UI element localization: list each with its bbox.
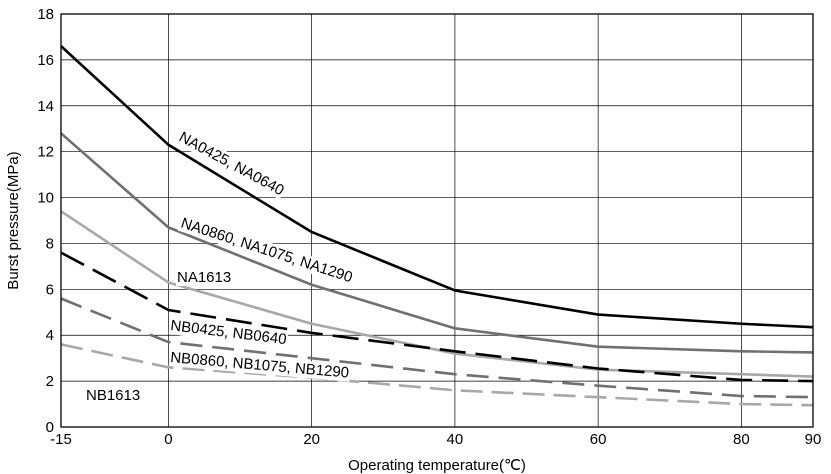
y-tick-label: 18 (37, 6, 54, 23)
series-line-5 (60, 297, 814, 399)
series-line-3 (60, 210, 814, 378)
x-tick-label: 0 (164, 431, 172, 448)
series-label-bg (176, 269, 233, 286)
plot-frame (60, 13, 814, 428)
x-tick-label: 20 (303, 431, 320, 448)
series-label-bg (168, 348, 351, 382)
series-label-6: NB1613 (86, 387, 140, 404)
series-label-3: NA1613 (177, 269, 231, 286)
series-line-1 (60, 45, 814, 329)
y-tick-label: 4 (46, 327, 54, 344)
series-lines (60, 45, 814, 407)
series-label-1: NA0425, NA0640 (176, 129, 287, 200)
y-tick-label: 8 (46, 235, 54, 252)
series-label-bg (177, 214, 356, 287)
y-tick-label: 16 (37, 52, 54, 69)
x-tick-label: -15 (50, 431, 72, 448)
series-line-4 (60, 251, 814, 383)
x-tick-label: 40 (447, 431, 464, 448)
y-tick-label: 0 (46, 419, 54, 436)
series-label-group: NA1613 (176, 269, 233, 286)
series-label-group: NA0425, NA0640 (175, 128, 288, 200)
series-label-group: NB1613 (85, 387, 142, 404)
series-line-2 (60, 132, 814, 354)
series-label-bg (175, 128, 288, 200)
y-tick-label: 6 (46, 281, 54, 298)
x-tick-label: 60 (590, 431, 607, 448)
x-tick-label: 80 (733, 431, 750, 448)
y-tick-label: 2 (46, 373, 54, 390)
series-line-6 (60, 343, 814, 407)
y-tick-label: 14 (37, 98, 54, 115)
series-label-group: NB0860, NB1075, NB1290 (168, 348, 351, 382)
series-label-bg (85, 387, 142, 404)
x-axis-title: Operating temperature(℃) (348, 457, 526, 474)
series-label-5: NB0860, NB1075, NB1290 (170, 349, 350, 382)
y-axis-title: Burst pressure(MPa) (5, 151, 22, 289)
series-label-bg (168, 316, 289, 349)
y-tick-label: 12 (37, 144, 54, 161)
x-tick-label: 90 (805, 431, 822, 448)
y-tick-label: 10 (37, 190, 54, 207)
